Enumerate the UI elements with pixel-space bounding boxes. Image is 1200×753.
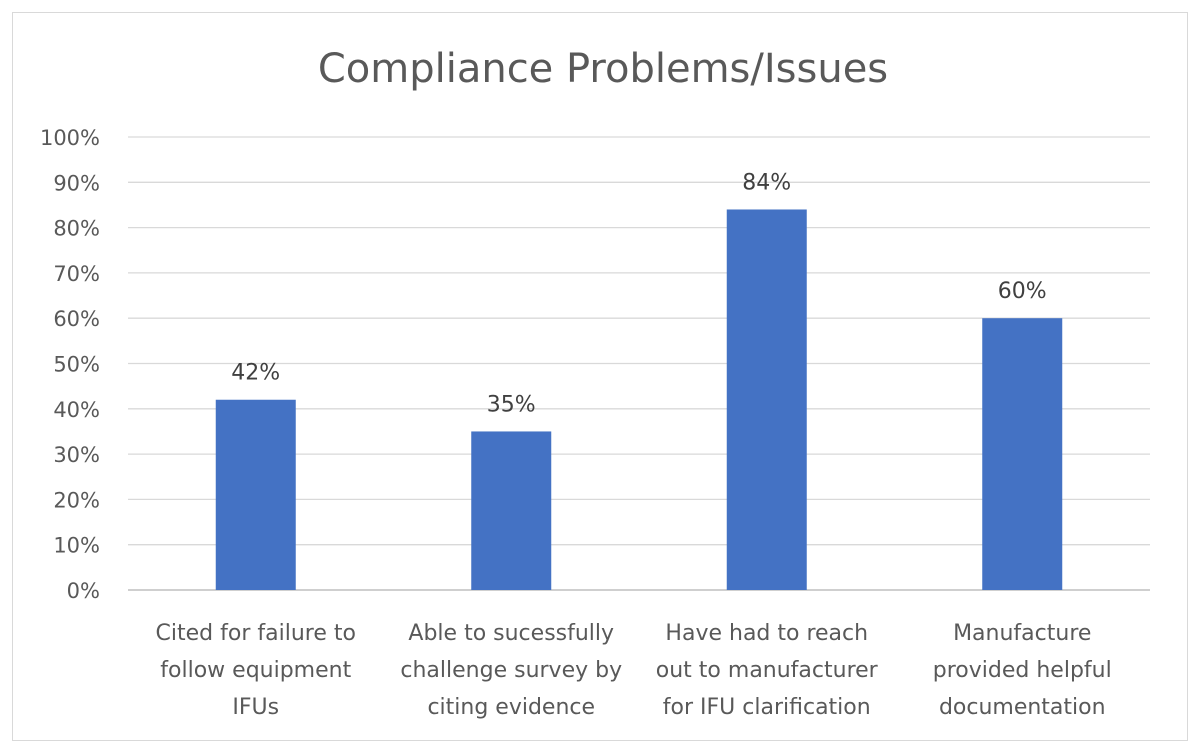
y-tick-label: 30%: [53, 443, 100, 467]
category-label-line: citing evidence: [427, 695, 595, 720]
y-tick-label: 100%: [40, 126, 100, 150]
data-label: 60%: [998, 279, 1047, 304]
data-labels: 42% 35% 84% 60%: [231, 170, 1046, 417]
y-tick-label: 80%: [53, 217, 100, 241]
bar: [726, 209, 807, 591]
y-tick-label: 90%: [53, 171, 100, 195]
data-label: 42%: [231, 361, 280, 386]
bars: [215, 209, 1063, 591]
y-tick-label: 10%: [53, 534, 100, 558]
category-label-line: out to manufacturer: [656, 658, 879, 683]
category-label-line: Able to sucessfully: [408, 621, 614, 646]
y-tick-label: 60%: [53, 307, 100, 331]
category-label-line: documentation: [939, 695, 1106, 720]
category-label-line: Have had to reach: [665, 621, 868, 646]
y-tick-label: 0%: [67, 579, 100, 603]
data-label: 35%: [487, 392, 536, 417]
category-label-line: challenge survey by: [400, 658, 622, 683]
data-label: 84%: [742, 170, 791, 195]
y-tick-label: 40%: [53, 398, 100, 422]
chart-title: Compliance Problems/Issues: [318, 46, 888, 92]
y-tick-label: 70%: [53, 262, 100, 286]
category-label: Manufacture provided helpful documentation: [933, 621, 1112, 720]
bar: [215, 399, 296, 590]
bar: [982, 318, 1063, 590]
y-tick-label: 50%: [53, 353, 100, 377]
category-label-line: follow equipment: [160, 658, 351, 683]
category-label: Able to sucessfully challenge survey by ci…: [400, 621, 622, 720]
category-label-line: provided helpful: [933, 658, 1112, 683]
category-label-line: IFUs: [232, 695, 279, 720]
gridlines: [128, 136, 1150, 591]
category-label-line: Manufacture: [953, 621, 1091, 646]
category-label-line: for IFU clarification: [663, 695, 871, 720]
category-labels: Cited for failure to follow equipment IFUs…: [156, 621, 1112, 720]
category-label-line: Cited for failure to: [156, 621, 356, 646]
bar: [471, 431, 552, 590]
y-tick-label: 20%: [53, 488, 100, 512]
y-axis-ticks: 0% 10% 20% 30% 40% 50% 60% 70% 80% 90% 100%: [40, 126, 100, 603]
category-label: Have had to reach out to manufacturer for …: [656, 621, 879, 720]
category-label: Cited for failure to follow equipment IFUs: [156, 621, 356, 720]
